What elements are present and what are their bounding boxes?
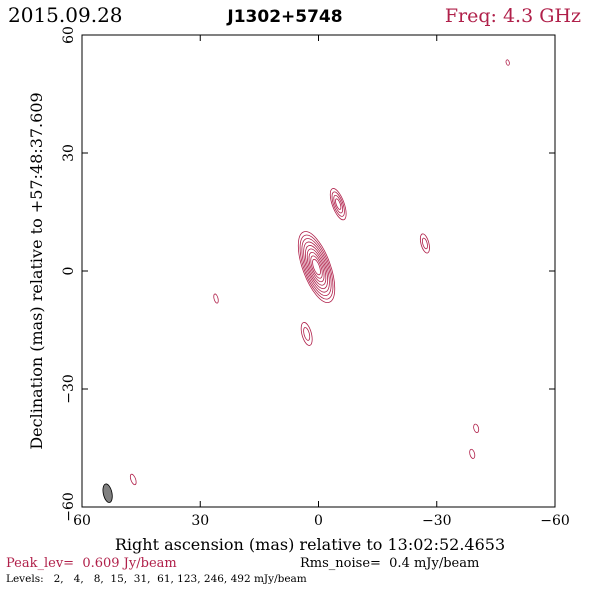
contour-line xyxy=(469,448,476,459)
plot-frame xyxy=(81,34,556,508)
contour-line xyxy=(419,233,430,254)
y-axis-label: Declination (mas) relative to +57:48:37.… xyxy=(27,92,46,449)
peak-level: Peak_lev= 0.609 Jy/beam xyxy=(6,556,177,571)
x-axis-label: Right ascension (mas) relative to 13:02:… xyxy=(115,535,505,554)
y-tick-label: −60 xyxy=(61,492,77,522)
contour-line xyxy=(335,198,342,210)
contour-line xyxy=(312,258,321,276)
contour-line xyxy=(333,194,344,214)
observation-date: 2015.09.28 xyxy=(8,3,123,27)
y-tick-label: 0 xyxy=(61,267,77,276)
contour-line xyxy=(329,188,347,221)
x-tick-label: 30 xyxy=(191,513,209,529)
contour-line xyxy=(299,234,334,300)
x-tick-label: −30 xyxy=(422,513,452,529)
contour-line xyxy=(308,251,325,283)
x-tick-label: −60 xyxy=(540,513,570,529)
x-tick-label: 60 xyxy=(73,513,91,529)
contour-line xyxy=(213,293,219,304)
y-tick-label: 30 xyxy=(61,144,77,162)
contour-line xyxy=(331,191,345,217)
contour-line xyxy=(505,59,510,66)
contour-line xyxy=(305,245,329,290)
y-tick-label: 60 xyxy=(61,26,77,44)
contour-line xyxy=(310,255,323,279)
rms-noise: Rms_noise= 0.4 mJy/beam xyxy=(300,556,479,571)
source-name: J1302+5748 xyxy=(226,7,342,27)
contour-line xyxy=(300,322,313,346)
contour-line xyxy=(297,231,336,303)
beam-ellipse xyxy=(102,483,113,503)
y-tick-label: −30 xyxy=(61,374,77,404)
contour-line xyxy=(303,241,330,293)
contour-line xyxy=(306,248,327,286)
contour-line xyxy=(421,237,428,250)
contour-line xyxy=(129,473,137,486)
contour-line xyxy=(473,423,480,433)
axes-group: 60 30 0 −30 −60 −60 −30 0 30 60 xyxy=(61,26,570,529)
contour-line xyxy=(301,238,332,297)
contours-group xyxy=(102,59,510,503)
x-tick-label: 0 xyxy=(314,513,323,529)
contour-levels: Levels: 2, 4, 8, 15, 31, 61, 123, 246, 4… xyxy=(6,573,307,585)
frequency-label: Freq: 4.3 GHz xyxy=(445,5,581,27)
contour-line xyxy=(303,327,311,341)
